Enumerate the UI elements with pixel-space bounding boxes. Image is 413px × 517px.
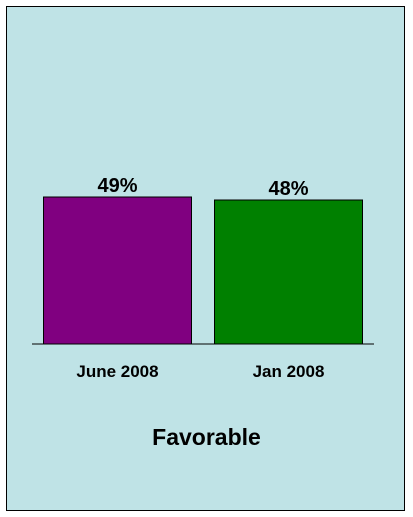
category-label-june-2008: June 2008 [76, 362, 158, 381]
value-label-jan-2008: 48% [268, 178, 308, 200]
chart-caption: Favorable [152, 424, 261, 450]
bar-june-2008 [43, 196, 192, 345]
value-label-june-2008: 49% [97, 175, 137, 197]
bar-jan-2008 [214, 199, 363, 345]
category-label-jan-2008: Jan 2008 [253, 362, 325, 381]
